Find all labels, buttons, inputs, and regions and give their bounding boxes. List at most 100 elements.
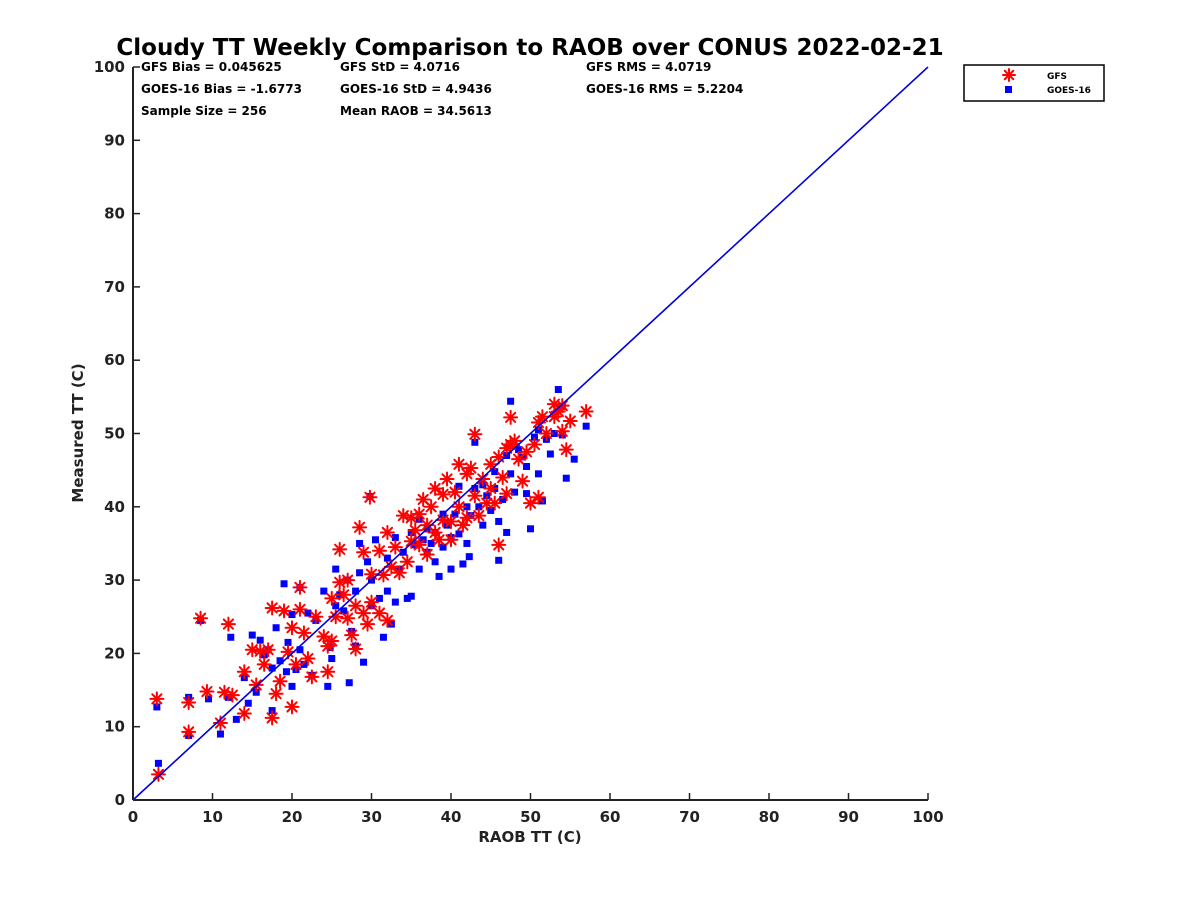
goes16-point xyxy=(491,468,499,476)
goes16-point xyxy=(276,657,284,665)
goes16-point xyxy=(495,556,503,564)
gfs-point xyxy=(296,625,312,641)
goes16-point xyxy=(216,730,224,738)
gfs-point xyxy=(471,508,487,524)
gfs-point xyxy=(491,537,507,553)
y-tick-label: 70 xyxy=(104,278,125,296)
gfs-point xyxy=(463,460,479,476)
legend-gfs-marker xyxy=(1002,68,1016,82)
x-tick-label: 50 xyxy=(520,808,541,826)
goes16-point xyxy=(332,602,340,610)
x-tick-label: 0 xyxy=(128,808,138,826)
gfs-point xyxy=(324,590,340,606)
goes16-point xyxy=(364,558,372,566)
gfs-point xyxy=(360,616,376,632)
goes16-point xyxy=(340,607,348,615)
goes16-point xyxy=(232,715,240,723)
legend-box xyxy=(963,64,1105,102)
gfs-point xyxy=(324,633,340,649)
gfs-point xyxy=(467,426,483,442)
gfs-point xyxy=(248,677,264,693)
gfs-point xyxy=(364,566,379,582)
gfs-point xyxy=(193,610,209,626)
gfs-point xyxy=(276,603,292,619)
gfs-point xyxy=(419,546,435,562)
goes16-point xyxy=(550,430,558,437)
gfs-point xyxy=(356,544,372,560)
gfs-point xyxy=(507,433,523,449)
gfs-point xyxy=(379,612,395,628)
gfs-point xyxy=(272,673,288,689)
stat-goes-rms: GOES-16 RMS = 5.2204 xyxy=(586,82,743,96)
gfs-point xyxy=(320,664,336,680)
goes16-point xyxy=(523,490,531,498)
y-tick-label: 10 xyxy=(104,718,125,736)
x-tick-label: 80 xyxy=(759,808,780,826)
gfs-point xyxy=(523,495,538,511)
axis-ticks: 0 10 20 30 40 50 60 70 80 90 100 0 10 20 30 40 50 60 70 80 9… xyxy=(94,58,944,826)
goes16-point xyxy=(268,664,276,672)
y-tick-label: 80 xyxy=(104,205,125,223)
goes16-point xyxy=(288,611,296,619)
goes16-point xyxy=(375,594,383,602)
gfs-point xyxy=(526,436,542,452)
gfs-point xyxy=(487,495,503,511)
goes16-point xyxy=(507,397,515,405)
legend-gfs-label: GFS xyxy=(1047,72,1067,82)
gfs-point xyxy=(264,710,280,726)
goes16-point xyxy=(379,633,387,641)
goes16-point xyxy=(487,506,495,514)
goes16-point xyxy=(407,592,415,600)
goes16-point xyxy=(463,503,471,511)
goes16-point xyxy=(495,517,503,525)
gfs-point xyxy=(340,610,356,626)
goes16-point xyxy=(332,565,340,573)
gfs-point xyxy=(399,554,415,570)
gfs-point xyxy=(503,409,519,425)
goes16-point xyxy=(280,580,288,588)
goes16-point xyxy=(582,422,590,430)
y-axis-label: Measured TT (C) xyxy=(69,363,87,502)
stat-goes-std: GOES-16 StD = 4.9436 xyxy=(340,82,492,96)
goes16-point xyxy=(467,512,475,520)
y-tick-label: 30 xyxy=(104,571,125,589)
gfs-point xyxy=(483,480,499,496)
gfs-point xyxy=(519,444,535,460)
gfs-point xyxy=(220,616,236,632)
gfs-point xyxy=(530,489,546,505)
stat-gfs-std: GFS StD = 4.0716 xyxy=(340,60,460,74)
goes16-point xyxy=(391,534,399,542)
gfs-point xyxy=(451,456,467,472)
gfs-point xyxy=(224,687,240,703)
goes16-point xyxy=(328,655,336,663)
goes16-point xyxy=(407,528,415,536)
gfs-point xyxy=(348,641,364,657)
goes16-point xyxy=(451,510,459,518)
goes16-point xyxy=(554,386,562,394)
goes16-point xyxy=(499,495,507,503)
goes16-point xyxy=(459,560,467,568)
x-tick-label: 30 xyxy=(361,808,382,826)
goes16-point xyxy=(345,679,353,687)
legend-gfs-asterisk xyxy=(1002,68,1016,82)
gfs-point xyxy=(443,513,459,529)
gfs-point xyxy=(467,488,483,504)
y-tick-label: 20 xyxy=(104,644,125,662)
goes16-point xyxy=(383,587,391,595)
goes16-point xyxy=(447,565,455,573)
gfs-point xyxy=(554,398,570,414)
gfs-point xyxy=(356,605,372,621)
goes16-point xyxy=(288,682,296,690)
x-tick-label: 70 xyxy=(679,808,700,826)
x-tick-label: 40 xyxy=(441,808,462,826)
gfs-point xyxy=(256,656,272,672)
gfs-point xyxy=(304,669,320,685)
gfs-point xyxy=(236,664,252,680)
y-tick-label: 40 xyxy=(104,498,125,516)
goes16-point xyxy=(284,638,292,646)
goes16-point xyxy=(570,455,578,463)
goes16-point xyxy=(471,438,479,446)
goes16-point xyxy=(511,488,519,496)
gfs-point xyxy=(427,480,443,496)
